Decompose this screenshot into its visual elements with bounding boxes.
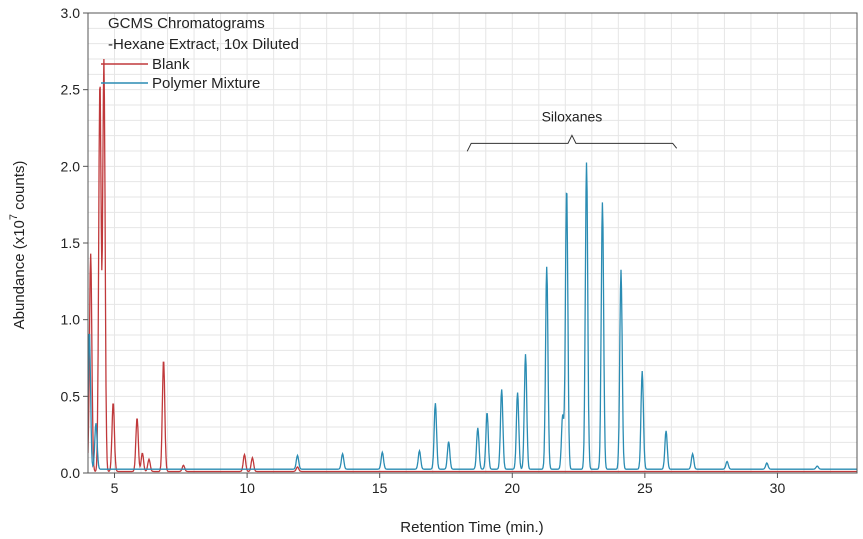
x-axis-title: Retention Time (min.): [400, 519, 543, 536]
axis-ticks: 5 10 15 20 25 30 0.0 0.5 1.0 1.5 2.0 2.5 3.0: [61, 5, 786, 496]
x-tick-label: 10: [239, 480, 255, 496]
series-polymer-mixture: [88, 162, 857, 470]
series-line: [88, 58, 857, 473]
y-axis-title-main: Abundance (x10: [11, 220, 28, 329]
legend-label-blank: Blank: [152, 56, 190, 73]
series-layer: [88, 58, 857, 473]
title-line-2: -Hexane Extract, 10x Diluted: [108, 36, 299, 53]
legend: Blank Polymer Mixture: [101, 56, 260, 92]
siloxanes-annotation: Siloxanes: [466, 108, 678, 152]
x-tick-label: 5: [111, 480, 119, 496]
chart-title: GCMS Chromatograms -Hexane Extract, 10x …: [108, 15, 299, 53]
x-tick-label: 25: [637, 480, 653, 496]
x-tick-label: 20: [504, 480, 520, 496]
y-axis-title-exponent: 7: [8, 214, 20, 220]
y-tick-label: 0.5: [61, 388, 81, 404]
y-axis-title: Abundance (x107 counts): [8, 161, 28, 330]
x-tick-label: 30: [770, 480, 786, 496]
siloxanes-label: Siloxanes: [542, 108, 603, 124]
siloxanes-brace: [466, 134, 678, 152]
y-tick-label: 1.0: [61, 312, 81, 328]
legend-label-polymer: Polymer Mixture: [152, 75, 260, 92]
y-axis-title-units: counts): [11, 161, 28, 214]
series-blank: [88, 58, 857, 473]
y-tick-label: 0.0: [61, 465, 81, 481]
y-tick-label: 2.0: [61, 158, 81, 174]
title-line-1: GCMS Chromatograms: [108, 15, 265, 32]
series-line: [88, 162, 857, 470]
y-tick-label: 2.5: [61, 82, 81, 98]
x-tick-label: 15: [372, 480, 388, 496]
y-tick-label: 3.0: [61, 5, 81, 21]
y-tick-label: 1.5: [61, 235, 81, 251]
